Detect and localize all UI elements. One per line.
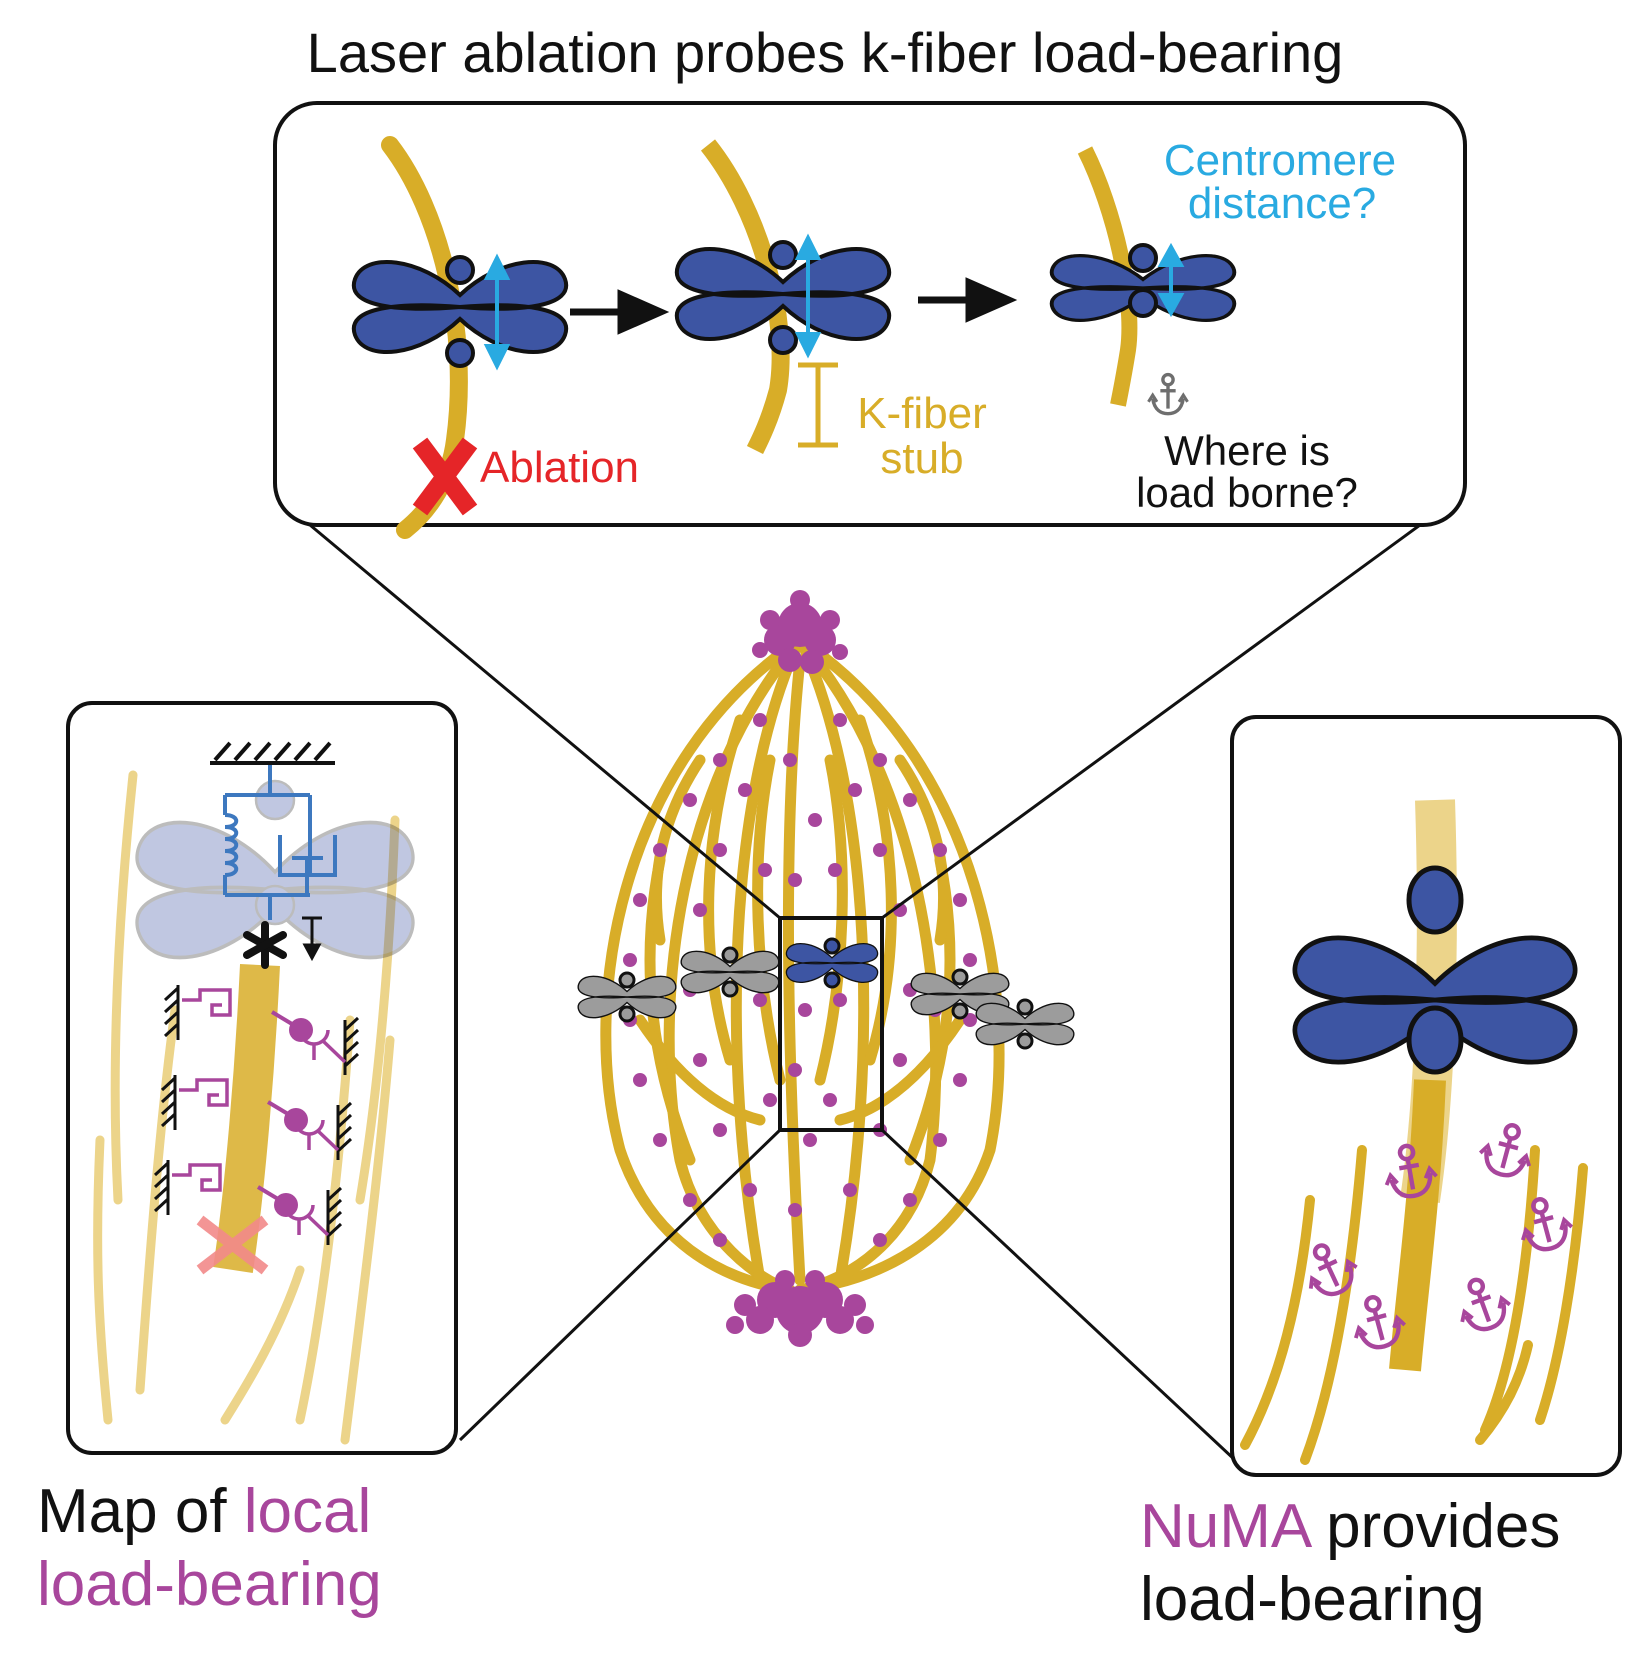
stub-label-2: stub [880, 434, 963, 483]
metaphase-chromosomes [577, 937, 1075, 1050]
left-panel-content [93, 741, 415, 1445]
asterisk-icon [243, 921, 287, 969]
right-caption-line1: NuMA provides [1140, 1492, 1560, 1561]
stage-relaxed: Centromere distance? Where is load borne… [1049, 136, 1396, 516]
right-caption-line2: load-bearing [1140, 1565, 1485, 1634]
stub-label-1: K-fiber [857, 389, 987, 438]
load-label-1: Where is [1164, 427, 1330, 474]
dashpot-icon [278, 795, 337, 895]
load-label-2: load borne? [1136, 469, 1358, 516]
left-caption-line2: load-bearing [37, 1550, 382, 1619]
right-caption-plain: provides [1309, 1492, 1561, 1561]
left-caption-line1: Map of local [37, 1477, 371, 1546]
connector-lines [309, 523, 1421, 1462]
spring-icon [223, 765, 310, 920]
ablation-label: Ablation [480, 443, 639, 492]
zoom-region [778, 916, 884, 1132]
right-caption-highlight: NuMA [1140, 1492, 1313, 1561]
centromere-label-1: Centromere [1164, 136, 1396, 185]
centromere-label-2: distance? [1188, 179, 1376, 228]
stage-stub: K-fiber stub [674, 139, 987, 483]
stage-intact: Ablation [351, 136, 639, 539]
double-arrow-icon [483, 253, 511, 371]
arrow-right-icon [570, 289, 670, 335]
left-caption-highlight: local [244, 1477, 372, 1546]
left-caption-plain: Map of [37, 1477, 244, 1546]
figure-title: Laser ablation probes k-fiber load-beari… [307, 21, 1344, 84]
right-panel-content [1240, 799, 1588, 1465]
ablation-x-icon [412, 437, 478, 516]
